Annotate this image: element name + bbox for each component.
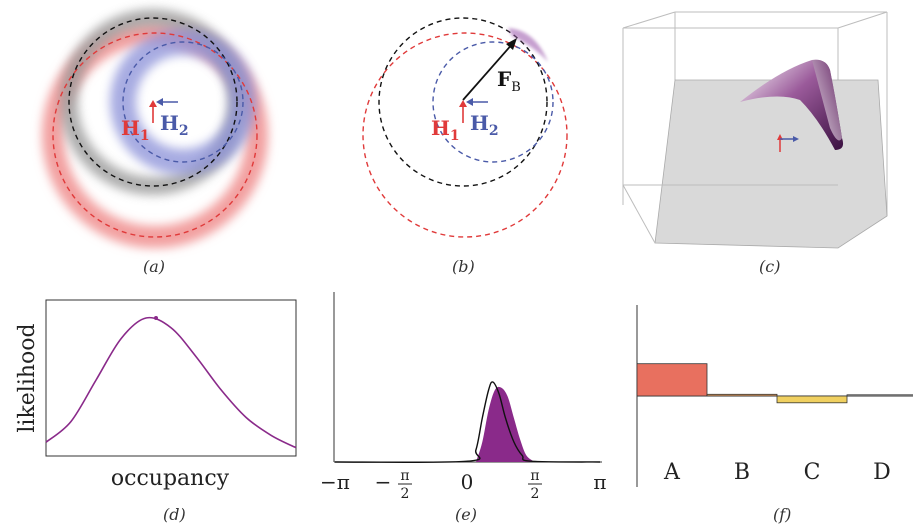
tick-zero: 0 [461, 470, 474, 494]
bars [636, 363, 913, 404]
tick-half-den: 2 [531, 486, 540, 502]
h2-arrowhead [156, 98, 163, 106]
peak-marker [154, 316, 158, 320]
h1-label: H1 [431, 116, 460, 144]
h2-label: H2 [160, 111, 189, 139]
plot-frame [45, 299, 297, 457]
bar-d [846, 394, 913, 397]
plane-edge [622, 184, 656, 244]
h1-arrowhead [459, 100, 467, 107]
h2-arrowhead [466, 98, 473, 106]
red-dashed-circle [52, 32, 258, 238]
caption-e: (e) [455, 505, 477, 524]
bounding-box [622, 11, 888, 248]
caption-d: (d) [163, 505, 186, 524]
force-arrowhead [506, 38, 517, 50]
caption-a: (a) [143, 257, 165, 276]
tick-half-num: π [530, 468, 539, 484]
tick-pi: π [593, 470, 606, 494]
tick-neg-half-den: 2 [401, 486, 410, 502]
red-dashed-circle [362, 32, 568, 238]
caption-b: (b) [452, 257, 475, 276]
category-labels: A B C D [663, 460, 891, 485]
panel-f: A B C D (f) [636, 305, 913, 524]
category-label-c: C [804, 460, 821, 485]
h1-arrowhead [149, 100, 157, 107]
blue-dashed-circle [432, 41, 554, 163]
caption-f: (f) [773, 505, 791, 524]
purple-overlap-blob [508, 28, 548, 62]
force-arrow [462, 41, 515, 101]
h1-label: H1 [121, 116, 150, 144]
caption-c: (c) [759, 257, 780, 276]
blue-dashed-circle [122, 41, 244, 163]
ground-plane [654, 79, 888, 249]
bar-a [636, 363, 708, 397]
tick-neg-pi: −π [320, 470, 350, 494]
h2-arrowhead-3d [793, 136, 799, 142]
panel-d: likelihood occupancy (d) [15, 299, 297, 524]
prior-curve [334, 381, 601, 464]
category-label-a: A [663, 460, 681, 485]
likelihood-ridge-shade [812, 59, 842, 141]
panel-a: H1 H2 (a) [42, 9, 268, 276]
h2-label: H2 [470, 111, 499, 139]
panel-e: −π − π 2 0 π 2 π (e) [320, 292, 607, 524]
black-dashed-circle [378, 17, 548, 187]
tick-neg-half-num: π [400, 468, 409, 484]
force-label: FB [497, 67, 521, 95]
likelihood-curve [45, 316, 297, 449]
panel-b: FB H1 H2 (b) [362, 17, 568, 276]
x-axis-label: occupancy [111, 466, 230, 491]
posterior-area [475, 386, 535, 462]
bar-c [776, 395, 848, 404]
bar-b [706, 393, 778, 397]
category-label-b: B [734, 460, 750, 485]
panel-c: (c) [622, 11, 888, 276]
likelihood-ridge [740, 59, 844, 150]
category-label-d: D [873, 460, 891, 485]
y-axis-label: likelihood [15, 323, 40, 432]
tick-neg-sign: − [375, 470, 392, 494]
black-dashed-circle [68, 17, 238, 187]
